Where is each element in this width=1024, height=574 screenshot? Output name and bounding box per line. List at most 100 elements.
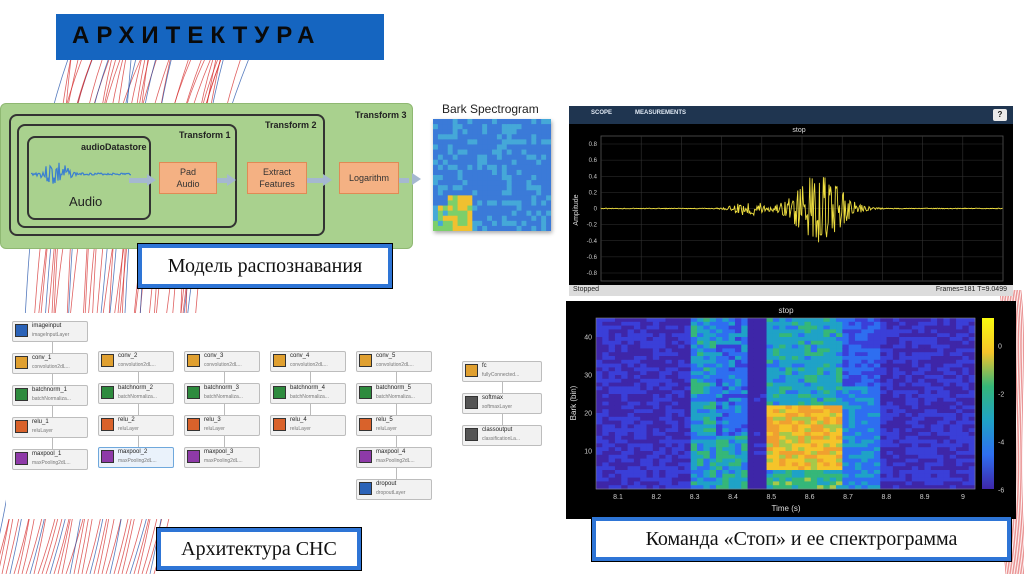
layer-fc[interactable]: fc fullyConnected... [462,361,542,382]
spec-cell [728,435,736,440]
layer-batchnorm_1[interactable]: batchnorm_1 batchNormaliza... [12,385,88,406]
colorbar [982,318,994,489]
spec-cell [596,439,603,444]
layer-maxpool_4[interactable]: maxpool_4 maxPooling2dL... [356,447,432,468]
layer-relu_3[interactable]: relu_3 reluLayer [184,415,260,436]
help-button[interactable]: ? [993,109,1007,121]
spec-cell [640,458,647,463]
spec-cell [930,473,938,478]
layer-classoutput[interactable]: classoutput classificationLa... [462,425,542,446]
spec-cell [924,348,932,353]
layer-name: fc [482,363,487,369]
spec-cell [873,462,881,467]
layer-relu_1[interactable]: relu_1 reluLayer [12,417,88,438]
spec-cell [627,401,635,406]
spec-cell [962,443,970,448]
thumb-cell [442,164,449,171]
thumb-cell [546,180,551,186]
spec-cell [690,333,698,338]
layer-relu_5[interactable]: relu_5 reluLayer [356,415,432,436]
spec-cell [728,397,736,402]
spec-cell [873,397,881,402]
layer-relu_2[interactable]: relu_2 reluLayer [98,415,174,436]
layer-conv_1[interactable]: conv_1 convolution2dL... [12,353,88,374]
thumb-cell [457,205,463,212]
spec-cell [791,462,799,467]
spec-cell [968,333,976,338]
spec-cell [905,375,913,380]
spec-cell [848,462,856,467]
spec-cell [709,485,717,490]
spec-cell [741,477,748,482]
thumb-cell [536,225,542,231]
spec-cell [678,375,685,380]
spec-cell [842,420,850,425]
spec-cell [734,390,742,395]
thumb-cell [506,175,513,181]
maxpool-icon [187,450,200,463]
layer-conv_3[interactable]: conv_3 convolution2dL... [184,351,260,372]
thumb-cell [516,215,522,222]
spec-cell [602,356,610,361]
spec-cell [722,325,730,330]
layer-maxpool_2[interactable]: maxpool_2 maxPooling2dL... [98,447,174,468]
spec-cell [652,405,660,410]
layer-conv_2[interactable]: conv_2 convolution2dL... [98,351,174,372]
layer-maxpool_1[interactable]: maxpool_1 maxPooling2dL... [12,449,88,470]
spec-cell [697,352,704,357]
spec-cell [646,352,654,357]
layer-relu_4[interactable]: relu_4 reluLayer [270,415,346,436]
layer-batchnorm_2[interactable]: batchnorm_2 batchNormaliza... [98,383,174,404]
spec-cell [779,386,786,391]
spec-cell [873,333,881,338]
spec-cell [823,337,831,342]
spec-cell [892,325,900,330]
tab-measurements[interactable]: MEASUREMENTS [635,110,687,116]
layer-imageinput[interactable]: imageinput imageInputLayer [12,321,88,342]
spec-cell [760,397,767,402]
spec-cell [753,378,761,383]
layer-batchnorm_3[interactable]: batchnorm_3 batchNormaliza... [184,383,260,404]
spec-cell [608,333,616,338]
spec-cell [728,344,736,349]
spec-cell [753,485,761,490]
tab-scope[interactable]: SCOPE [591,110,613,116]
thumb-cell [482,144,488,151]
layer-maxpool_3[interactable]: maxpool_3 maxPooling2dL... [184,447,260,468]
spec-cell [722,413,730,418]
spec-cell [665,382,673,387]
spec-cell [614,363,622,368]
spec-cell [873,409,881,414]
spec-cell [943,329,951,334]
layer-batchnorm_5[interactable]: batchnorm_5 batchNormaliza... [356,383,432,404]
spec-cell [621,447,628,452]
spec-cell [798,382,805,387]
spec-cell [842,443,850,448]
spec-cell [892,386,900,391]
layer-conv_4[interactable]: conv_4 convolution2dL... [270,351,346,372]
spec-cell [836,344,843,349]
spec-cell [633,443,641,448]
spec-cell [791,367,799,372]
spec-cell [665,405,673,410]
spec-cell [968,413,976,418]
spec-cell [911,321,919,326]
spec-cell [627,356,635,361]
spec-cell [697,454,704,459]
spec-cell [943,405,951,410]
thumb-cell [526,225,532,231]
spec-cell [728,386,736,391]
layer-dropout[interactable]: dropout dropoutLayer [356,479,432,500]
spec-cell [956,420,963,425]
layer-softmax[interactable]: softmax softmaxLayer [462,393,542,414]
caption-command-box: Команда «Стоп» и ее спектрограмма [591,516,1012,562]
spec-cell [943,356,951,361]
thumb-cell [457,139,463,145]
spec-cell [930,352,938,357]
layer-conv_5[interactable]: conv_5 convolution2dL... [356,351,432,372]
spec-cell [753,390,761,395]
spec-cell [697,318,704,323]
spec-cell [728,352,736,357]
layer-batchnorm_4[interactable]: batchnorm_4 batchNormaliza... [270,383,346,404]
spec-cell [596,340,603,345]
